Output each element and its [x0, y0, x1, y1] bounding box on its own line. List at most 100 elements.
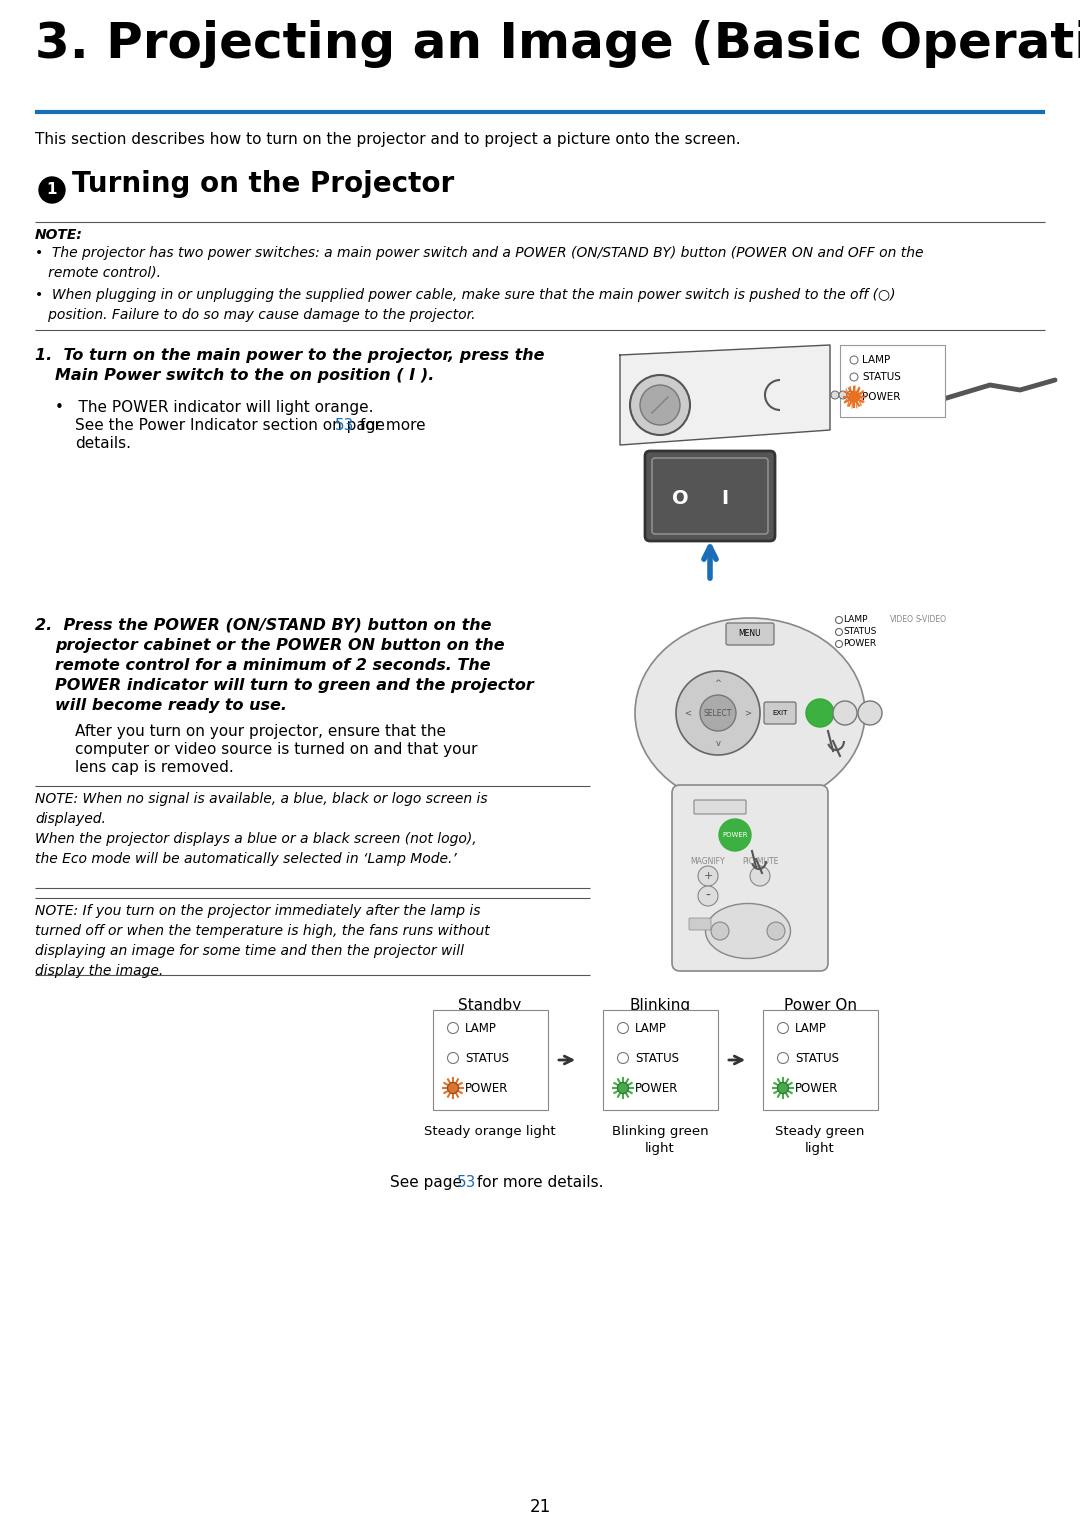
- Text: >: >: [744, 708, 752, 717]
- Circle shape: [778, 1082, 788, 1094]
- Circle shape: [700, 694, 735, 731]
- Circle shape: [447, 1082, 459, 1094]
- Text: STATUS: STATUS: [465, 1051, 509, 1065]
- Text: +: +: [703, 871, 713, 881]
- FancyBboxPatch shape: [726, 623, 774, 645]
- Text: NOTE: If you turn on the projector immediately after the lamp is
turned off or w: NOTE: If you turn on the projector immed…: [35, 903, 489, 978]
- FancyBboxPatch shape: [672, 784, 828, 971]
- Circle shape: [676, 671, 760, 755]
- Text: Standby: Standby: [458, 998, 522, 1013]
- Text: Turning on the Projector: Turning on the Projector: [72, 169, 455, 198]
- Text: <: <: [685, 708, 691, 717]
- FancyBboxPatch shape: [603, 1010, 718, 1109]
- Circle shape: [767, 922, 785, 940]
- FancyBboxPatch shape: [689, 919, 711, 929]
- FancyBboxPatch shape: [645, 452, 775, 542]
- Text: details.: details.: [75, 436, 131, 452]
- Text: LAMP: LAMP: [843, 615, 867, 624]
- Text: will become ready to use.: will become ready to use.: [55, 697, 287, 713]
- Text: POWER: POWER: [723, 832, 747, 838]
- Text: •  When plugging in or unplugging the supplied power cable, make sure that the m: • When plugging in or unplugging the sup…: [35, 288, 895, 322]
- Text: EXIT: EXIT: [772, 710, 787, 716]
- Text: STATUS: STATUS: [795, 1051, 839, 1065]
- Circle shape: [618, 1053, 629, 1064]
- Text: LAMP: LAMP: [465, 1021, 497, 1035]
- Text: S-VIDEO: S-VIDEO: [915, 615, 946, 624]
- Text: STATUS: STATUS: [843, 627, 876, 636]
- FancyBboxPatch shape: [840, 345, 945, 417]
- Circle shape: [711, 922, 729, 940]
- Text: Power On: Power On: [783, 998, 856, 1013]
- Text: LAMP: LAMP: [795, 1021, 827, 1035]
- Ellipse shape: [705, 903, 791, 958]
- Circle shape: [850, 372, 858, 382]
- Circle shape: [447, 1022, 459, 1033]
- Text: 1.  To turn on the main power to the projector, press the: 1. To turn on the main power to the proj…: [35, 348, 544, 363]
- FancyBboxPatch shape: [694, 800, 746, 813]
- Text: NOTE:: NOTE:: [35, 227, 83, 243]
- Text: ^: ^: [715, 679, 721, 688]
- Text: POWER: POWER: [635, 1082, 678, 1094]
- Text: PIC-MUTE: PIC-MUTE: [742, 856, 779, 865]
- Text: POWER: POWER: [795, 1082, 838, 1094]
- Text: Steady orange light: Steady orange light: [424, 1125, 556, 1138]
- Text: POWER indicator will turn to green and the projector: POWER indicator will turn to green and t…: [55, 678, 534, 693]
- Text: STATUS: STATUS: [862, 372, 901, 382]
- Circle shape: [847, 391, 855, 398]
- Text: v: v: [715, 739, 720, 748]
- Circle shape: [849, 392, 859, 401]
- Text: 53: 53: [457, 1175, 476, 1190]
- Text: 21: 21: [529, 1499, 551, 1515]
- Text: LAMP: LAMP: [635, 1021, 666, 1035]
- Text: I: I: [721, 490, 729, 508]
- Text: -: -: [705, 890, 711, 903]
- Text: for more details.: for more details.: [472, 1175, 604, 1190]
- Text: •  The projector has two power switches: a main power switch and a POWER (ON/STA: • The projector has two power switches: …: [35, 246, 923, 279]
- Text: remote control for a minimum of 2 seconds. The: remote control for a minimum of 2 second…: [55, 658, 490, 673]
- Text: Blinking green
light: Blinking green light: [611, 1125, 708, 1155]
- Text: 53: 53: [335, 418, 354, 433]
- Text: STATUS: STATUS: [635, 1051, 679, 1065]
- Ellipse shape: [635, 618, 865, 807]
- Text: 3. Projecting an Image (Basic Operation): 3. Projecting an Image (Basic Operation): [35, 20, 1080, 69]
- Circle shape: [640, 385, 680, 426]
- Circle shape: [698, 865, 718, 887]
- Text: MENU: MENU: [739, 629, 761, 638]
- Text: LAMP: LAMP: [862, 356, 890, 365]
- Circle shape: [778, 1022, 788, 1033]
- Polygon shape: [620, 345, 831, 446]
- FancyBboxPatch shape: [764, 702, 796, 723]
- FancyBboxPatch shape: [433, 1010, 548, 1109]
- Text: This section describes how to turn on the projector and to project a picture ont: This section describes how to turn on th…: [35, 133, 741, 146]
- Text: for more: for more: [355, 418, 426, 433]
- Text: Steady green
light: Steady green light: [775, 1125, 865, 1155]
- Circle shape: [839, 391, 847, 398]
- Circle shape: [447, 1053, 459, 1064]
- Text: VIDEO: VIDEO: [890, 615, 914, 624]
- Text: SELECT: SELECT: [704, 708, 732, 717]
- Circle shape: [806, 699, 834, 726]
- Circle shape: [719, 819, 751, 852]
- Circle shape: [618, 1022, 629, 1033]
- Circle shape: [858, 700, 882, 725]
- Circle shape: [698, 887, 718, 906]
- Text: 1: 1: [46, 183, 57, 197]
- Text: •   The POWER indicator will light orange.: • The POWER indicator will light orange.: [55, 400, 374, 415]
- Text: MENU: MENU: [690, 920, 711, 926]
- Text: NOTE: When no signal is available, a blue, black or logo screen is
displayed.
Wh: NOTE: When no signal is available, a blu…: [35, 792, 488, 867]
- Text: Main Power switch to the on position ( I ).: Main Power switch to the on position ( I…: [55, 368, 434, 383]
- Circle shape: [618, 1082, 629, 1094]
- Text: MAGNIFY: MAGNIFY: [691, 856, 726, 865]
- FancyBboxPatch shape: [762, 1010, 878, 1109]
- Text: ON: ON: [726, 801, 738, 809]
- Circle shape: [778, 1053, 788, 1064]
- Text: See page: See page: [390, 1175, 467, 1190]
- Text: See the Power Indicator section on page: See the Power Indicator section on page: [75, 418, 390, 433]
- Circle shape: [750, 865, 770, 887]
- Text: projector cabinet or the POWER ON button on the: projector cabinet or the POWER ON button…: [55, 638, 504, 653]
- Text: POWER: POWER: [862, 392, 901, 401]
- Text: lens cap is removed.: lens cap is removed.: [75, 760, 233, 775]
- Text: 2.  Press the POWER (ON/STAND BY) button on the: 2. Press the POWER (ON/STAND BY) button …: [35, 618, 491, 633]
- Circle shape: [39, 177, 65, 203]
- Text: Blinking: Blinking: [630, 998, 690, 1013]
